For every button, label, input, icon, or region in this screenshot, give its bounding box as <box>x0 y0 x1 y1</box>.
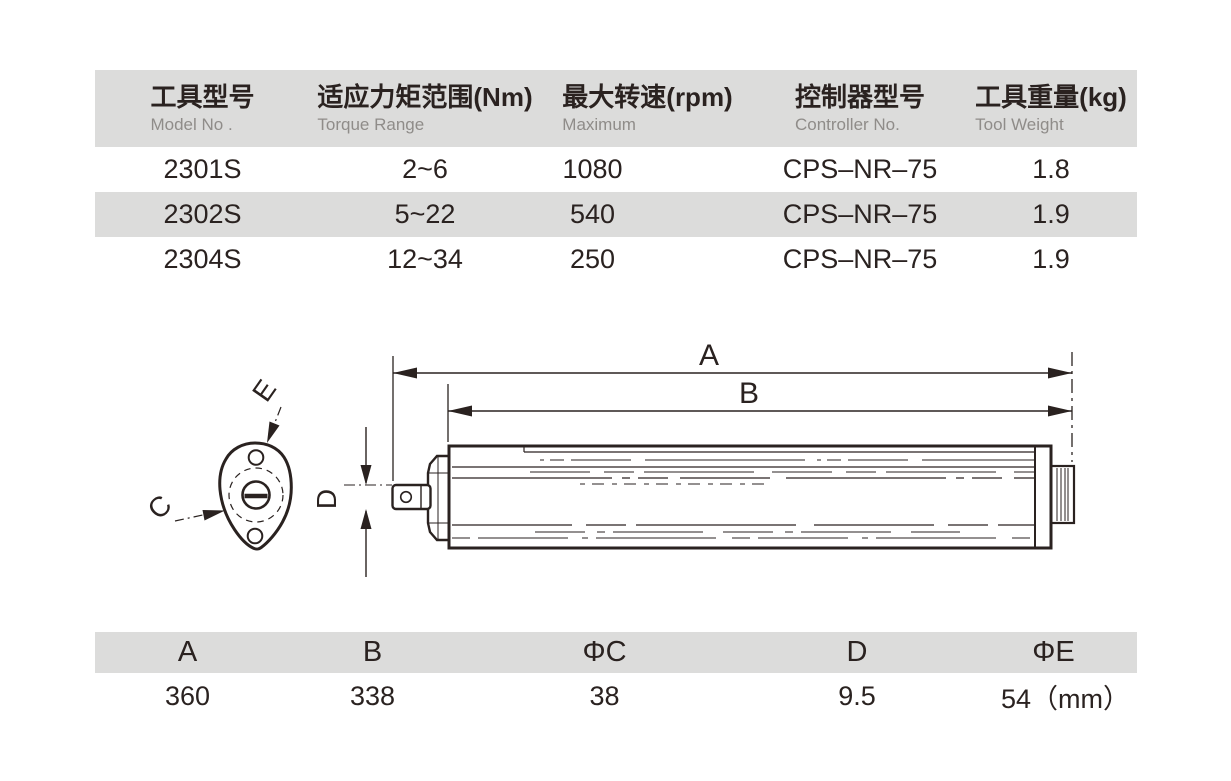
bolt-hole-bottom <box>246 527 264 545</box>
dim-d-arrow-down <box>360 465 372 485</box>
dim-header-row: A B ΦC D ΦE <box>95 632 1137 673</box>
dim-header-phi-c: ΦC <box>582 636 627 668</box>
drive-end-circle <box>241 480 271 510</box>
callout-e: E <box>246 374 282 443</box>
spec-header-speed: 最大转速(rpm) Maximum <box>540 82 755 134</box>
ball-detent <box>399 490 413 504</box>
drive-collar <box>426 454 451 542</box>
spec-header-model: 工具型号 Model No . <box>95 82 310 134</box>
dim-header-d: D <box>846 636 868 668</box>
body-outline <box>447 444 1053 550</box>
tool-body <box>447 444 1053 550</box>
dim-a-label: A <box>699 339 719 372</box>
torque-cell: 5~22 <box>394 199 456 229</box>
dim-b-label: B <box>739 377 759 410</box>
dim-value-phi-c: 38 <box>589 680 620 711</box>
dim-value-row: 360 338 38 9.5 54（mm） <box>95 673 1137 719</box>
rear-connector <box>1049 464 1076 525</box>
dim-header-a: A <box>177 636 198 668</box>
header-zh-torque: 适应力矩范围(Nm) <box>317 82 533 113</box>
dimension-d: D <box>311 427 392 577</box>
dimension-a: A <box>392 339 1073 481</box>
spec-row-2301s: 2301S 2~6 1080 CPS–NR–75 1.8 <box>95 147 1137 192</box>
dim-header-phi-e: ΦE <box>1032 636 1075 668</box>
model-cell: 2302S <box>163 199 242 229</box>
header-en-controller: Controller No. <box>794 114 900 134</box>
header-zh-weight: 工具重量(kg) <box>975 82 1127 113</box>
spec-header-torque: 适应力矩范围(Nm) Torque Range <box>310 82 540 134</box>
callout-c: C <box>142 489 225 525</box>
dim-value-b: 338 <box>349 680 396 711</box>
torque-cell: 12~34 <box>387 244 463 274</box>
spec-table: 工具型号 Model No . 适应力矩范围(Nm) Torque Range … <box>95 70 1137 282</box>
arrow-c <box>202 510 225 521</box>
controller-cell: CPS–NR–75 <box>782 199 938 229</box>
spec-header-weight: 工具重量(kg) Tool Weight <box>965 82 1137 134</box>
square-drive-shaft <box>391 483 432 511</box>
controller-cell: CPS–NR–75 <box>782 244 938 274</box>
dimension-table: A B ΦC D ΦE 360 338 38 9.5 54（mm） <box>95 632 1137 719</box>
dim-header-b: B <box>362 636 383 668</box>
controller-cell: CPS–NR–75 <box>782 154 938 184</box>
speed-cell: 1080 <box>562 154 623 184</box>
weight-cell: 1.9 <box>1032 199 1070 229</box>
header-zh-controller: 控制器型号 <box>794 82 925 113</box>
label-c: C <box>142 489 178 525</box>
arrow-e <box>267 421 280 443</box>
dim-b-arrow-left <box>448 405 472 417</box>
dim-d-arrow-up <box>360 509 372 529</box>
header-zh-speed: 最大转速(rpm) <box>562 82 733 113</box>
dim-a-arrow-left <box>393 367 417 379</box>
weight-cell: 1.8 <box>1032 154 1070 184</box>
leader-c <box>174 513 206 522</box>
speed-cell: 250 <box>569 244 616 274</box>
header-en-model: Model No . <box>150 114 233 134</box>
header-en-torque: Torque Range <box>317 114 425 134</box>
spec-header-controller: 控制器型号 Controller No. <box>755 82 965 134</box>
label-e: E <box>246 374 282 407</box>
spec-row-2304s: 2304S 12~34 250 CPS–NR–75 1.9 <box>95 237 1137 282</box>
spec-header-row: 工具型号 Model No . 适应力矩范围(Nm) Torque Range … <box>95 70 1137 147</box>
dim-value-a: 360 <box>164 680 211 711</box>
spec-row-2302s: 2302S 5~22 540 CPS–NR–75 1.9 <box>95 192 1137 237</box>
model-cell: 2304S <box>163 244 242 274</box>
flange-view: E C <box>142 374 293 551</box>
bolt-circle-dashed <box>228 467 284 523</box>
dim-b-arrow-right <box>1048 405 1072 417</box>
dim-d-label: D <box>311 489 342 509</box>
header-zh-model: 工具型号 <box>150 82 255 113</box>
torque-cell: 2~6 <box>402 154 448 184</box>
weight-cell: 1.9 <box>1032 244 1070 274</box>
header-en-speed: Maximum <box>562 114 636 134</box>
dim-value-phi-e: 54（mm） <box>1000 683 1130 714</box>
model-cell: 2301S <box>163 154 242 184</box>
dim-value-d: 9.5 <box>838 680 876 711</box>
body-texture <box>452 446 1034 539</box>
dim-a-arrow-right <box>1048 367 1072 379</box>
speed-cell: 540 <box>569 199 616 229</box>
bolt-hole-top <box>247 449 265 466</box>
header-en-weight: Tool Weight <box>975 114 1064 134</box>
dimension-b: B <box>447 377 1072 442</box>
